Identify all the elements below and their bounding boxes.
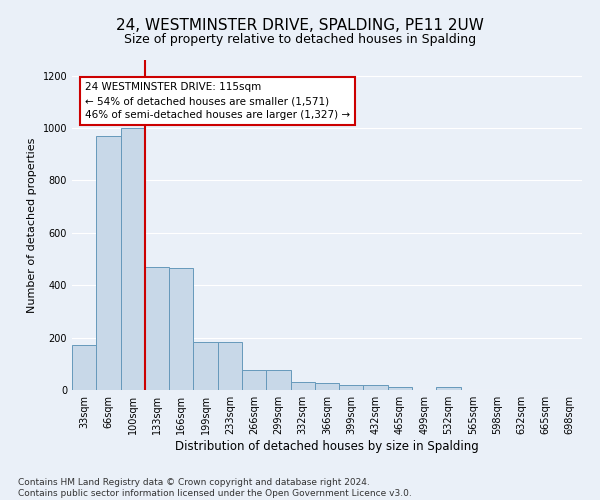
Bar bbox=[72, 346, 96, 390]
Bar bbox=[193, 342, 218, 390]
Text: Size of property relative to detached houses in Spalding: Size of property relative to detached ho… bbox=[124, 32, 476, 46]
Bar bbox=[315, 384, 339, 390]
Text: 24, WESTMINSTER DRIVE, SPALDING, PE11 2UW: 24, WESTMINSTER DRIVE, SPALDING, PE11 2U… bbox=[116, 18, 484, 32]
Bar bbox=[364, 385, 388, 390]
Bar bbox=[436, 387, 461, 390]
Bar bbox=[218, 342, 242, 390]
X-axis label: Distribution of detached houses by size in Spalding: Distribution of detached houses by size … bbox=[175, 440, 479, 453]
Bar bbox=[242, 370, 266, 390]
Bar bbox=[339, 385, 364, 390]
Bar bbox=[121, 128, 145, 390]
Y-axis label: Number of detached properties: Number of detached properties bbox=[27, 138, 37, 312]
Text: Contains HM Land Registry data © Crown copyright and database right 2024.
Contai: Contains HM Land Registry data © Crown c… bbox=[18, 478, 412, 498]
Bar bbox=[388, 387, 412, 390]
Bar bbox=[96, 136, 121, 390]
Bar bbox=[266, 370, 290, 390]
Bar bbox=[145, 267, 169, 390]
Bar bbox=[169, 268, 193, 390]
Bar bbox=[290, 382, 315, 390]
Text: 24 WESTMINSTER DRIVE: 115sqm
← 54% of detached houses are smaller (1,571)
46% of: 24 WESTMINSTER DRIVE: 115sqm ← 54% of de… bbox=[85, 82, 350, 120]
